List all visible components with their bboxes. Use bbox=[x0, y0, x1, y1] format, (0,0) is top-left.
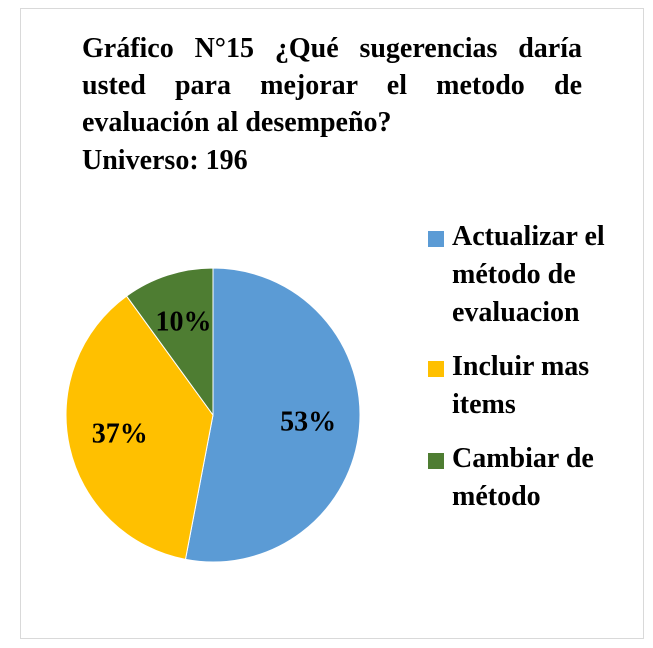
chart-title: Gráfico N°15 ¿Qué sugerencias daría uste… bbox=[82, 33, 582, 138]
data-label: 53% bbox=[280, 406, 336, 437]
chart-subtitle: Universo: 196 bbox=[82, 145, 248, 176]
legend-swatch bbox=[428, 231, 444, 247]
legend: Actualizar el método de evaluacion Inclui… bbox=[420, 218, 640, 532]
data-label: 10% bbox=[155, 307, 211, 338]
legend-entry: Incluir mas items bbox=[420, 348, 642, 424]
data-label: 37% bbox=[92, 418, 148, 449]
legend-label: Actualizar el método de evaluacion bbox=[452, 221, 605, 328]
legend-swatch bbox=[428, 361, 444, 377]
legend-label: Cambiar de método bbox=[452, 443, 594, 512]
legend-label: Incluir mas items bbox=[452, 351, 590, 420]
legend-entry: Actualizar el método de evaluacion bbox=[420, 218, 642, 332]
pie-slice bbox=[125, 267, 214, 417]
legend-swatch bbox=[428, 453, 444, 469]
pie-slice bbox=[65, 295, 214, 560]
chart-frame bbox=[20, 8, 644, 639]
legend-entry: Cambiar de método bbox=[420, 440, 642, 516]
pie-slice bbox=[184, 267, 361, 563]
